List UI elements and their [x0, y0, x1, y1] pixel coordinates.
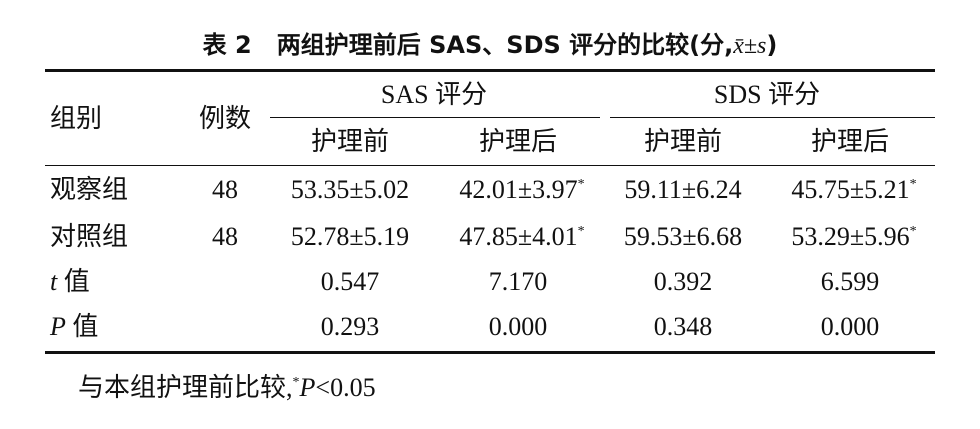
footnote-symbol: P: [299, 373, 316, 402]
cell: 6.599: [821, 267, 880, 297]
cell-value: 0.392: [653, 267, 713, 296]
header-sub: 护理后: [810, 127, 890, 156]
cell-value: 6.599: [820, 267, 880, 296]
cell: 7.170: [489, 267, 548, 297]
title-label: 表 2: [202, 31, 252, 59]
row-group: 对照组: [50, 222, 129, 251]
cell-value: 59.11±6.24: [624, 175, 742, 204]
footnote: 与本组护理前比较,*P<0.05: [78, 373, 376, 403]
cell-value: 7.170: [488, 267, 548, 296]
row-count: 48: [212, 175, 238, 204]
cell-value: 0.000: [488, 312, 548, 341]
cell-value: 53.35±5.02: [290, 175, 410, 204]
cell: 0.348: [654, 312, 713, 342]
cell: 0.000: [821, 312, 880, 342]
row-text: 值: [65, 312, 99, 341]
cell-mark: *: [909, 224, 917, 239]
header-count: 例数: [198, 104, 252, 133]
cell: 53.29±5.96*: [791, 222, 916, 252]
cell: 0.293: [321, 312, 380, 342]
cell-value: 42.01±3.97: [459, 175, 578, 204]
header-sub: 护理前: [310, 127, 390, 156]
cell: 59.53±6.68: [624, 222, 742, 252]
cell: 53.35±5.02: [291, 175, 409, 205]
title-stat: x̄±s: [733, 33, 767, 59]
cell-value: 59.53±6.68: [623, 222, 743, 251]
row-group: t 值: [50, 267, 90, 297]
header-group: 组别: [50, 104, 103, 133]
row-count: 48: [212, 222, 238, 251]
cell-value: 0.547: [320, 267, 380, 296]
cell: 45.75±5.21*: [791, 175, 916, 205]
header-sub: 护理后: [478, 127, 558, 156]
footnote-mark: *: [292, 375, 300, 390]
cell: 59.11±6.24: [624, 175, 741, 205]
row-group: 观察组: [50, 175, 129, 204]
title: 表 2 两组护理前后 SAS、SDS 评分的比较(分,x̄±s): [203, 30, 778, 61]
row-text: 值: [57, 267, 90, 296]
header-sas: SAS 评分: [380, 80, 488, 109]
cell-mark: *: [577, 224, 585, 239]
footnote-condition: <0.05: [315, 373, 376, 402]
title-text: 两组护理前后 SAS、SDS 评分的比较(分,: [276, 31, 734, 59]
footnote-text: 与本组护理前比较,: [78, 373, 293, 402]
cell: 42.01±3.97*: [459, 175, 584, 205]
cell-mark: *: [909, 177, 917, 192]
cell-value: 0.348: [653, 312, 713, 341]
header-rule: [45, 165, 935, 166]
sub-rule: [270, 117, 600, 118]
row-symbol: P: [50, 312, 66, 341]
header-sub: 护理前: [643, 127, 723, 156]
bottom-rule: [45, 351, 935, 354]
cell-value: 0.000: [820, 312, 880, 341]
cell: 47.85±4.01*: [459, 222, 584, 252]
cell: 52.78±5.19: [291, 222, 409, 252]
cell-mark: *: [577, 177, 585, 192]
cell-value: 45.75±5.21: [791, 175, 910, 204]
cell: 0.392: [654, 267, 713, 297]
sub-rule: [610, 117, 935, 118]
cell-value: 52.78±5.19: [290, 222, 410, 251]
cell-value: 53.29±5.96: [791, 222, 910, 251]
row-group: P 值: [50, 312, 98, 342]
top-rule: [45, 69, 935, 72]
cell: 0.547: [321, 267, 380, 297]
cell-value: 47.85±4.01: [459, 222, 578, 251]
cell-value: 0.293: [320, 312, 380, 341]
title-close: ): [766, 31, 778, 59]
row-symbol: t: [50, 267, 58, 296]
cell: 0.000: [489, 312, 548, 342]
header-sds: SDS 评分: [713, 80, 821, 109]
